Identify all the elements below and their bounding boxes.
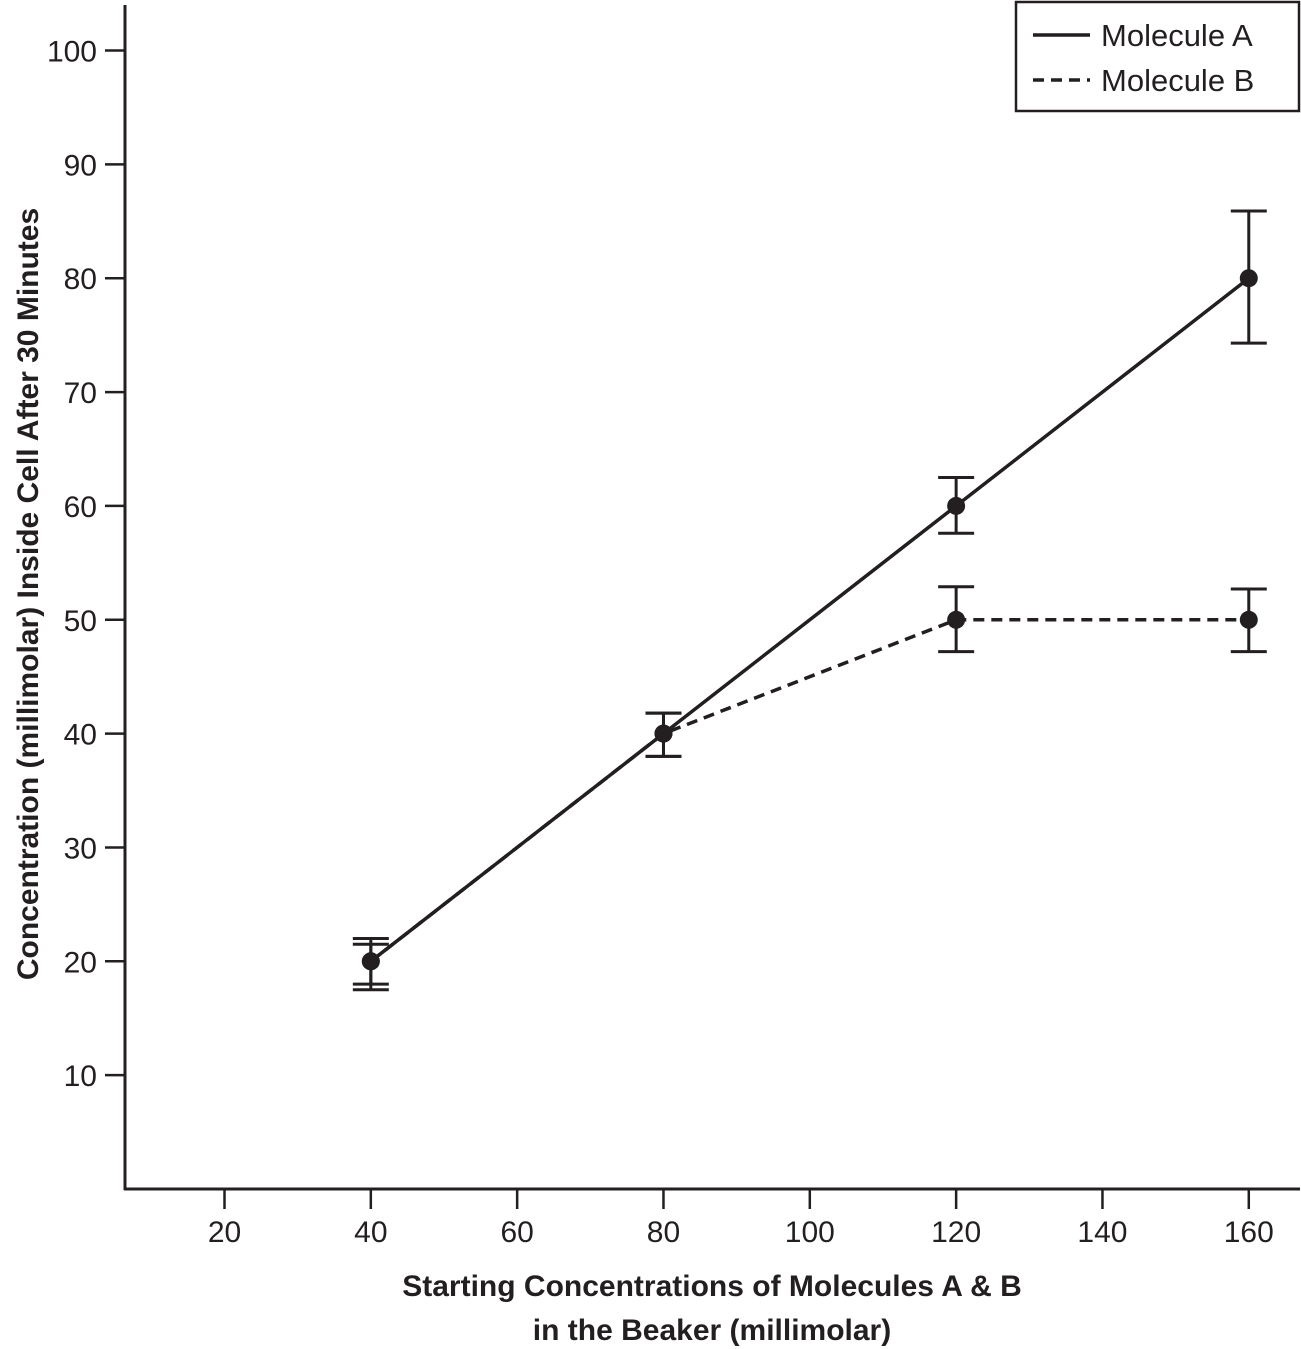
legend-label-a: Molecule A bbox=[1101, 18, 1253, 53]
legend-box bbox=[1014, 0, 1301, 113]
y-tick-label: 30 bbox=[64, 832, 97, 865]
series-line-molecule-b bbox=[369, 618, 1249, 963]
x-axis-label-line1: Starting Concentrations of Molecules A &… bbox=[402, 1270, 1022, 1303]
x-axis-label-line2: in the Beaker (millimolar) bbox=[533, 1314, 891, 1347]
x-tick-label: 120 bbox=[931, 1216, 981, 1249]
series-line-molecule-a bbox=[369, 276, 1250, 963]
x-tick-label: 60 bbox=[500, 1216, 533, 1249]
y-tick-label: 50 bbox=[64, 605, 97, 638]
data-point bbox=[361, 952, 380, 971]
data-point bbox=[1239, 610, 1258, 629]
data-point bbox=[654, 724, 673, 743]
y-tick-label: 80 bbox=[64, 263, 97, 296]
y-tick-label: 70 bbox=[64, 377, 97, 410]
x-tick-label: 20 bbox=[208, 1216, 241, 1249]
y-tick-label: 100 bbox=[47, 36, 97, 69]
x-tick-label: 80 bbox=[647, 1216, 680, 1249]
y-tick-label: 90 bbox=[64, 149, 97, 182]
data-point bbox=[1239, 269, 1258, 288]
y-tick-label: 10 bbox=[64, 1060, 97, 1093]
legend-label-b: Molecule B bbox=[1101, 63, 1254, 98]
legend: Molecule A Molecule B bbox=[1014, 0, 1301, 113]
y-tick-label: 20 bbox=[64, 946, 97, 979]
y-tick-label: 60 bbox=[64, 491, 97, 524]
x-tick-label: 100 bbox=[785, 1216, 835, 1249]
y-tick-label: 40 bbox=[64, 719, 97, 752]
data-point bbox=[947, 610, 966, 629]
x-tick-label: 160 bbox=[1224, 1216, 1274, 1249]
y-axis-label: Concentration (millimolar) Inside Cell A… bbox=[12, 208, 45, 980]
data-point bbox=[947, 496, 966, 515]
x-tick-label: 140 bbox=[1077, 1216, 1127, 1249]
x-tick-label: 40 bbox=[354, 1216, 387, 1249]
